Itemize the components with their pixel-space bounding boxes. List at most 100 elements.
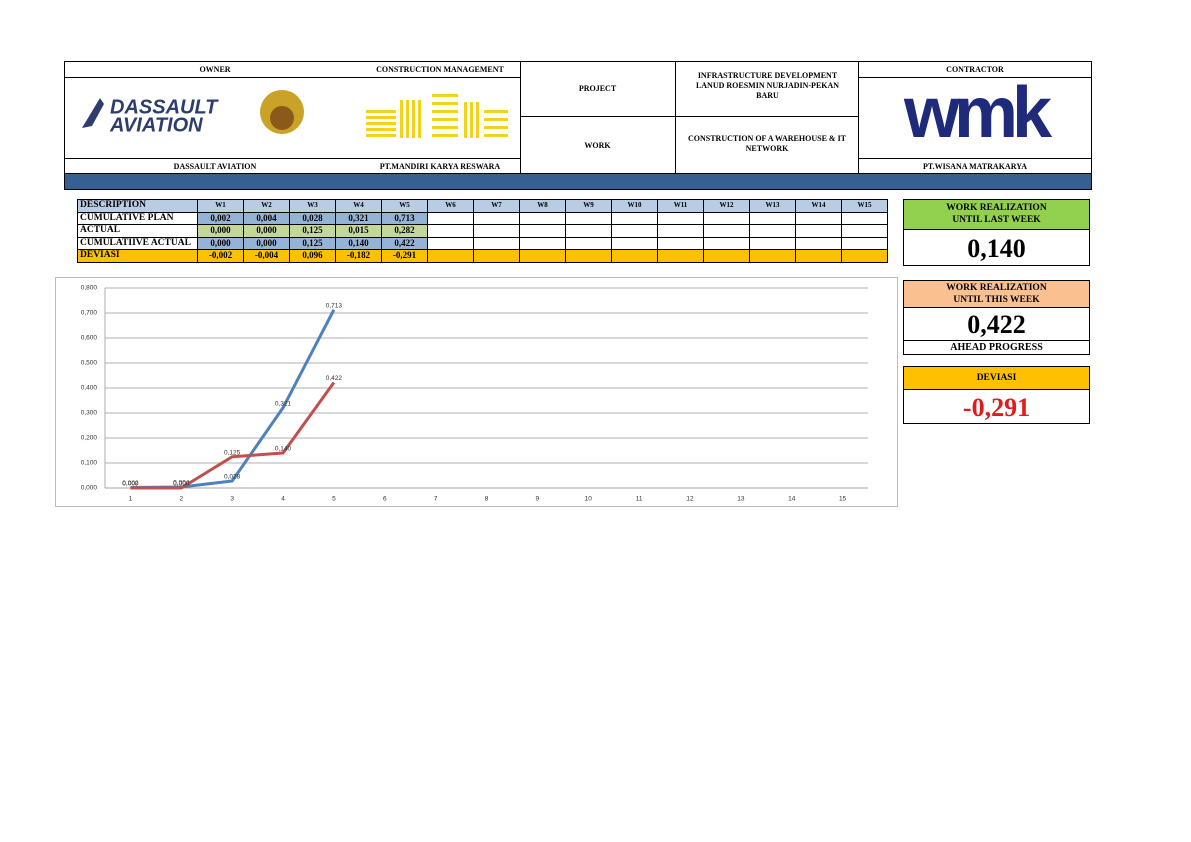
dassault-mark — [82, 98, 104, 128]
work-label: WORK — [584, 141, 611, 150]
cell — [795, 236, 842, 250]
cell: 0,096 — [289, 249, 336, 263]
x-tick-label: 4 — [281, 496, 285, 503]
y-tick-label: 0,800 — [81, 285, 98, 292]
panel-title: WORK REALIZATION UNTIL THIS WEEK — [903, 280, 1090, 308]
cell: 0,713 — [381, 211, 428, 225]
cell — [611, 211, 658, 225]
project-text: INFRASTRUCTURE DEVELOPMENT LANUD ROESMIN… — [695, 71, 840, 100]
data-label: 0,140 — [275, 446, 292, 453]
cell: 0,282 — [381, 224, 428, 238]
cell — [795, 224, 842, 238]
cell — [519, 236, 566, 250]
cell — [519, 224, 566, 238]
cell — [841, 249, 888, 263]
rule — [64, 77, 521, 78]
column-header: W10 — [611, 199, 658, 213]
table-row: CUMULATIIVE ACTUAL 0,000 0,000 0,125 0,140 0,… — [77, 236, 888, 250]
progress-table: DESCRIPTION W1 W2 W3 W4 W5 W6 W7 W8 W9 W10 W11 W12 W1… — [77, 199, 888, 263]
column-header: W5 — [381, 199, 428, 213]
panel-value: -0,291 — [903, 389, 1090, 424]
cell: -0,182 — [335, 249, 382, 263]
panel-title: DEVIASI — [903, 366, 1090, 390]
header-row: DESCRIPTION W1 W2 W3 W4 W5 W6 W7 W8 W9 W10 W11 W12 W1… — [77, 199, 888, 213]
column-header: W4 — [335, 199, 382, 213]
row-label: DEVIASI — [77, 249, 198, 263]
x-tick-label: 6 — [383, 496, 387, 503]
cell: -0,002 — [197, 249, 244, 263]
row-label: CUMULATIIVE ACTUAL — [77, 236, 198, 250]
cell — [565, 224, 612, 238]
x-tick-label: 2 — [179, 496, 183, 503]
row-label: CUMULATIVE PLAN — [77, 211, 198, 225]
x-tick-label: 11 — [636, 496, 643, 503]
cell — [657, 224, 704, 238]
data-label: 0,028 — [224, 474, 241, 481]
cell — [473, 249, 520, 263]
contractor-name: PT.WISANA MATRAKARYA — [922, 162, 1028, 171]
t: DEVIASI — [976, 373, 1017, 383]
x-tick-label: 7 — [434, 496, 438, 503]
column-header: DESCRIPTION — [77, 199, 198, 213]
data-label: 0,321 — [275, 400, 292, 407]
rule — [520, 61, 521, 174]
cell — [657, 211, 704, 225]
cell: 0,000 — [197, 236, 244, 250]
cell — [841, 224, 888, 238]
cell — [749, 236, 796, 250]
column-header: W7 — [473, 199, 520, 213]
cell — [703, 249, 750, 263]
rule — [64, 158, 521, 159]
logos: DASSAULT AVIATION — [82, 90, 508, 138]
cell — [703, 224, 750, 238]
rule — [675, 61, 676, 174]
cell: 0,422 — [381, 236, 428, 250]
cell — [841, 211, 888, 225]
column-header: W11 — [657, 199, 704, 213]
y-tick-label: 0,400 — [81, 385, 98, 392]
chart-frame — [55, 277, 898, 507]
cell — [795, 211, 842, 225]
logo-text: DASSAULT — [110, 96, 219, 118]
row-label: ACTUAL — [77, 224, 198, 238]
panel-title: WORK REALIZATION UNTIL LAST WEEK — [903, 199, 1090, 230]
cell — [841, 236, 888, 250]
x-tick-label: 10 — [585, 496, 593, 503]
column-header: W13 — [749, 199, 796, 213]
y-tick-label: 0,600 — [81, 335, 98, 342]
cell: 0,000 — [197, 224, 244, 238]
cell: 0,000 — [243, 236, 290, 250]
cm-logo — [366, 94, 508, 138]
cell — [565, 211, 612, 225]
owner-label: OWNER — [199, 65, 231, 74]
cell — [611, 236, 658, 250]
rule — [520, 116, 858, 117]
cell — [657, 236, 704, 250]
data-label: 0,422 — [326, 375, 343, 382]
cell — [749, 224, 796, 238]
y-tick-label: 0,700 — [81, 310, 98, 317]
cell: 0,125 — [289, 236, 336, 250]
t: WORK REALIZATION — [946, 203, 1047, 213]
x-tick-label: 1 — [129, 496, 133, 503]
data-label: 0,004 — [173, 480, 190, 487]
x-tick-label: 13 — [737, 496, 745, 503]
logo-text: AVIATION — [109, 114, 203, 136]
panel-value: 0,422 — [903, 307, 1090, 341]
column-header: W6 — [427, 199, 474, 213]
panel-note: AHEAD PROGRESS — [903, 340, 1090, 355]
cell — [795, 249, 842, 263]
t: UNTIL LAST WEEK — [952, 215, 1041, 225]
x-tick-label: 8 — [485, 496, 489, 503]
cell — [427, 236, 474, 250]
cell: 0,015 — [335, 224, 382, 238]
rule — [858, 77, 1092, 78]
cell: -0,004 — [243, 249, 290, 263]
cell: 0,321 — [335, 211, 382, 225]
cell: 0,140 — [335, 236, 382, 250]
x-tick-label: 9 — [536, 496, 540, 503]
cell: 0,004 — [243, 211, 290, 225]
chart: 0,000 0,100 0,200 0,300 0,400 0,500 0,600 0,700… — [55, 277, 898, 507]
panel-value: 0,140 — [903, 229, 1090, 266]
cell — [703, 211, 750, 225]
